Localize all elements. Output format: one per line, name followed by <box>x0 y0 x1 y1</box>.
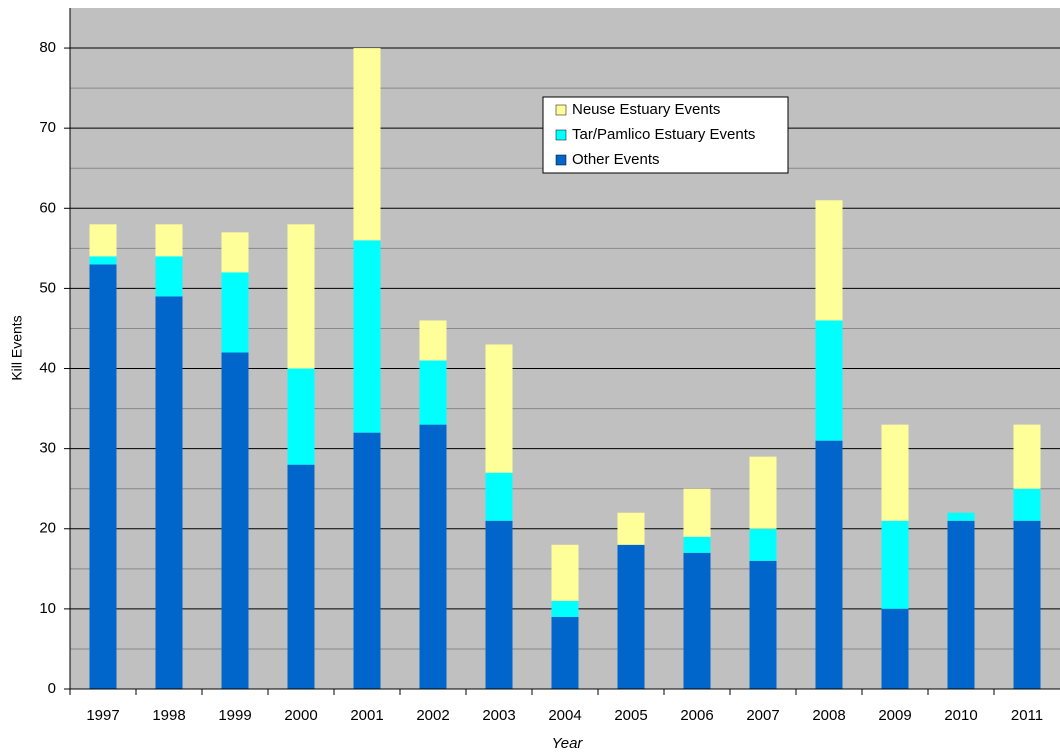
bar-segment <box>551 600 579 617</box>
bar-segment <box>947 520 975 689</box>
x-tick-label: 1998 <box>152 707 185 724</box>
bar-segment <box>881 424 909 521</box>
bar-segment <box>749 456 777 529</box>
bar-segment <box>683 552 711 689</box>
legend-label: Other Events <box>572 151 660 168</box>
bar-segment <box>287 368 315 465</box>
x-tick-label: 1997 <box>86 707 119 724</box>
y-tick-label: 0 <box>48 680 56 697</box>
bar-segment <box>815 440 843 689</box>
legend-label: Neuse Estuary Events <box>572 101 720 118</box>
legend-box <box>542 96 789 174</box>
bar-segment <box>881 520 909 609</box>
legend-label: Tar/Pamlico Estuary Events <box>572 126 755 143</box>
bar-segment <box>353 48 381 241</box>
bar-segment <box>89 224 117 257</box>
bar-segment <box>221 352 249 689</box>
bar-segment <box>287 464 315 689</box>
bar-segment <box>89 256 117 265</box>
bar-segment <box>221 272 249 353</box>
y-axis-label: Kill Events <box>9 315 25 380</box>
y-tick-label: 50 <box>39 279 56 296</box>
legend-swatch <box>555 154 567 166</box>
bar-segment <box>815 200 843 321</box>
y-tick-label: 40 <box>39 359 56 376</box>
x-tick-label: 2007 <box>746 707 779 724</box>
bar-segment <box>155 224 183 257</box>
bar-segment <box>1013 520 1041 689</box>
bar-segment <box>617 544 645 689</box>
x-tick-label: 2000 <box>284 707 317 724</box>
x-tick-label: 2005 <box>614 707 647 724</box>
y-tick-label: 30 <box>39 440 56 457</box>
x-tick-label: 2003 <box>482 707 515 724</box>
bar-segment <box>485 472 513 521</box>
bar-segment <box>287 224 315 369</box>
x-tick-label: 2006 <box>680 707 713 724</box>
y-tick-label: 10 <box>39 600 56 617</box>
bar-segment <box>683 488 711 537</box>
bar-segment <box>815 320 843 441</box>
bar-segment <box>1013 424 1041 489</box>
bar-segment <box>617 512 645 545</box>
x-tick-label: 2001 <box>350 707 383 724</box>
y-tick-label: 60 <box>39 199 56 216</box>
x-tick-label: 2004 <box>548 707 581 724</box>
legend-swatch <box>555 129 567 141</box>
bar-segment <box>551 544 579 601</box>
bar-segment <box>89 264 117 689</box>
x-tick-label: 2009 <box>878 707 911 724</box>
bar-segment <box>1013 488 1041 521</box>
legend: Neuse Estuary Events Tar/Pamlico Estuary … <box>542 96 789 174</box>
bar-segment <box>749 560 777 689</box>
bar-segment <box>485 520 513 689</box>
y-tick-label: 80 <box>39 39 56 56</box>
x-tick-label: 2008 <box>812 707 845 724</box>
bar-segment <box>155 256 183 297</box>
x-tick-label: 1999 <box>218 707 251 724</box>
bar-segment <box>419 320 447 361</box>
bar-segment <box>551 616 579 689</box>
y-tick-label: 20 <box>39 520 56 537</box>
bar-segment <box>881 608 909 689</box>
bar-segment <box>353 240 381 433</box>
x-tick-label: 2002 <box>416 707 449 724</box>
bar-segment <box>419 360 447 425</box>
x-axis-label: Year <box>552 735 584 752</box>
bar-segment <box>155 296 183 689</box>
bar-segment <box>353 432 381 689</box>
bar-segment <box>749 528 777 561</box>
bar-segment <box>947 512 975 521</box>
bar-segment <box>485 344 513 473</box>
x-tick-label: 2010 <box>944 707 977 724</box>
bar-segment <box>221 232 249 273</box>
x-tick-label: 2011 <box>1011 707 1043 724</box>
bar-segment <box>419 424 447 689</box>
y-tick-label: 70 <box>39 119 56 136</box>
bar-segment <box>683 536 711 553</box>
legend-swatch <box>555 104 567 116</box>
